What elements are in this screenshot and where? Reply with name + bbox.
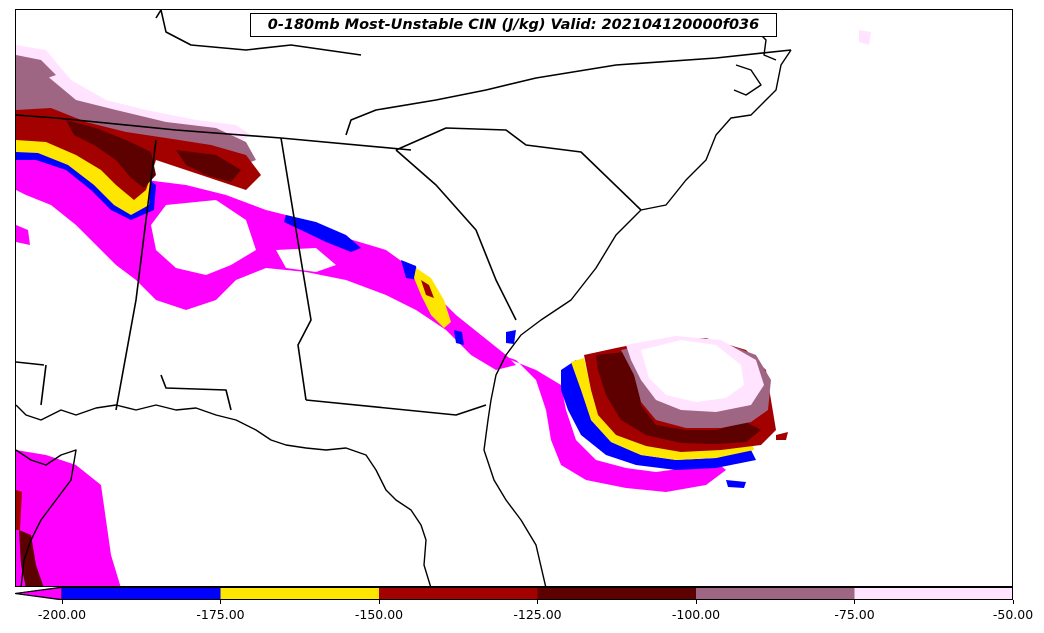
colorbar-outline — [15, 587, 1013, 600]
cin-region-red-sw — [16, 490, 22, 530]
cin-region-yellow-offshore — [571, 358, 754, 460]
boundary-ky-tn — [16, 114, 412, 151]
cin-region-darkred-nw — [66, 120, 156, 188]
cin-hole-2 — [276, 248, 336, 272]
coastline-atlantic — [483, 49, 792, 586]
colorbar — [15, 587, 1013, 600]
coastline-pamlico — [733, 64, 762, 96]
cin-region-magenta-nw-2 — [16, 225, 30, 245]
colorbar-tick-mark — [61, 600, 63, 604]
colorbar-tick-label: -150.00 — [354, 607, 404, 622]
colorbar-bin — [220, 587, 380, 600]
boundary-ky-va — [160, 10, 362, 56]
colorbar-tick-mark — [378, 600, 380, 604]
cin-hole-1 — [151, 200, 256, 275]
boundary-sc-ga — [395, 149, 517, 321]
coastlines — [16, 29, 792, 586]
boundary-nc-sc — [395, 127, 642, 211]
cin-region-pale-ne — [859, 30, 871, 45]
boundary-ms-west — [16, 361, 45, 366]
map-canvas — [16, 10, 871, 586]
state-boundaries — [16, 10, 792, 416]
colorbar-tick-mark — [220, 600, 221, 604]
boundary-ms-al — [40, 364, 47, 406]
boundary-ga-fl — [305, 399, 487, 416]
coastline-texas — [16, 449, 77, 586]
colorbar-tick-label: -50.00 — [992, 607, 1034, 622]
colorbar-tick-mark — [695, 600, 697, 604]
cin-region-blue-band — [284, 215, 361, 252]
cin-region-magenta-offshore — [486, 350, 726, 492]
cin-shading-offshore — [486, 336, 788, 492]
colorbar-bin — [696, 587, 855, 600]
map-title: 0-180mb Most-Unstable CIN (J/kg) Valid: … — [250, 13, 777, 37]
coastline-gulf — [16, 404, 432, 586]
colorbar-tick-label: -75.00 — [834, 607, 875, 622]
cin-shading-northwest — [16, 45, 516, 370]
colorbar-tick-label: -125.00 — [513, 607, 562, 622]
cin-region-magenta-sw — [16, 450, 121, 586]
boundary-al-ga — [280, 137, 312, 401]
cin-region-blue-coast-2 — [506, 330, 516, 344]
colorbar-bin — [537, 587, 697, 600]
colorbar-tick-mark — [854, 600, 855, 604]
boundary-al-fl — [160, 374, 232, 411]
boundary-va-nc — [345, 49, 792, 136]
colorbar-extend-min — [15, 587, 63, 600]
cin-region-mauve-nw-2 — [16, 55, 56, 82]
cin-region-darkred-nw-2 — [176, 150, 241, 182]
colorbar-tick-label: -175.00 — [196, 607, 245, 622]
boundary-wv — [155, 10, 162, 19]
cin-region-red-georgia — [421, 280, 434, 298]
map-panel — [15, 9, 1013, 587]
colorbar-tick-mark — [1012, 600, 1014, 604]
cin-region-blue-small — [726, 480, 746, 488]
cin-region-darkred-sw — [19, 530, 44, 586]
colorbar-bin — [854, 587, 1013, 600]
colorbar-tick-mark — [537, 600, 538, 604]
cin-region-yellow-nw — [16, 122, 151, 215]
colorbar-tick-label: -200.00 — [37, 607, 87, 622]
cin-shading-southwest — [16, 30, 871, 586]
cin-region-white-offshore — [641, 340, 744, 402]
colorbar-bin — [379, 587, 538, 600]
cin-region-darkred-offshore — [596, 352, 761, 444]
cin-region-red-tail — [776, 432, 788, 440]
cin-region-blue-band-2 — [401, 260, 418, 280]
boundary-tn-al — [115, 139, 157, 411]
cin-region-blue-offshore — [561, 360, 756, 470]
colorbar-bin — [62, 587, 221, 600]
colorbar-tick-label: -100.00 — [671, 607, 721, 622]
cin-region-blue-coast — [454, 330, 464, 345]
cin-region-paleink-nw — [16, 45, 251, 150]
